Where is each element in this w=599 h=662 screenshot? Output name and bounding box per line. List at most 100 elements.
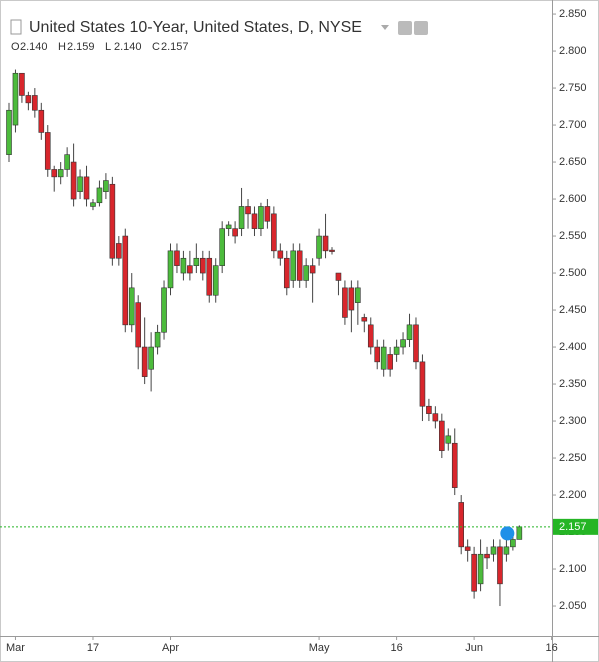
candle-body <box>303 265 309 281</box>
y-tick-label: 2.200 <box>559 489 587 501</box>
y-tick-label: 2.700 <box>559 119 587 131</box>
y-tick-label: 2.600 <box>559 193 587 205</box>
candle-body <box>380 346 387 370</box>
candle-body <box>193 257 200 266</box>
candle-body <box>329 249 335 252</box>
candle-body <box>116 243 122 259</box>
candle-body <box>200 257 206 274</box>
candle-body <box>135 302 141 348</box>
candle-body <box>219 228 225 266</box>
y-tick-label: 2.100 <box>559 563 587 575</box>
y-tick-label: 2.550 <box>559 230 587 242</box>
candle-body <box>122 235 129 326</box>
candle-body <box>128 287 135 326</box>
candle-body <box>174 250 180 266</box>
x-tick-label: Mar <box>6 642 25 654</box>
candle-body <box>432 413 439 422</box>
candle-body <box>490 546 497 555</box>
x-tick-label: 17 <box>87 642 99 654</box>
hide-icon[interactable] <box>398 21 412 35</box>
candle-body <box>77 176 83 192</box>
settings-icon[interactable] <box>414 21 428 35</box>
ohlc-key: H <box>58 41 66 53</box>
ohlc-value: 2.140 <box>20 41 48 53</box>
candle-body <box>238 206 245 229</box>
ohlc-value: 2.157 <box>161 41 189 53</box>
y-tick-label: 2.350 <box>559 378 587 390</box>
marker-badge <box>500 526 515 541</box>
candle-body <box>264 206 271 222</box>
candle-body <box>245 206 251 215</box>
candle-body <box>458 502 465 548</box>
candle-body <box>148 346 154 370</box>
ohlc-key: O <box>11 41 20 53</box>
candle-body <box>154 331 161 348</box>
candle-body <box>64 154 70 170</box>
candle-body <box>38 109 45 133</box>
candle-body <box>232 228 238 237</box>
x-tick-label: 16 <box>390 642 402 654</box>
candle-body <box>44 132 51 170</box>
y-tick-label: 2.800 <box>559 45 587 57</box>
candle-body <box>484 553 490 559</box>
candle-body <box>161 287 167 333</box>
candle-body <box>206 257 213 296</box>
y-tick-label: 2.050 <box>559 600 587 612</box>
candle-body <box>400 339 406 348</box>
candle-body <box>296 250 303 281</box>
candle-body <box>212 265 219 296</box>
candle-body <box>516 526 523 540</box>
candle-body <box>167 250 174 289</box>
x-tick-label: Apr <box>162 642 179 654</box>
candle-body <box>355 287 361 303</box>
candle-body <box>393 346 400 355</box>
candle-body <box>90 202 96 207</box>
dropdown-arrow[interactable] <box>381 25 389 30</box>
candle-body <box>419 361 426 407</box>
candle-body <box>109 183 116 259</box>
candle-body <box>316 235 322 259</box>
x-tick-label: 16 <box>546 642 558 654</box>
candle-body <box>335 272 342 281</box>
candle-body <box>258 206 264 229</box>
candle-body <box>251 213 258 229</box>
candle-body <box>103 180 109 192</box>
candle-body <box>32 95 38 111</box>
candle-body <box>439 420 445 451</box>
candle-body <box>83 176 90 200</box>
candle-body <box>25 95 32 104</box>
candle-body <box>322 235 329 252</box>
candle-body <box>19 72 25 96</box>
last-price-box <box>553 518 598 535</box>
candle-body <box>70 161 77 200</box>
candle-body <box>510 539 516 548</box>
candle-body <box>283 257 290 289</box>
candle-body <box>342 287 348 318</box>
candle-body <box>367 324 374 348</box>
y-tick-label: 2.400 <box>559 341 587 353</box>
ohlc-key: C <box>152 41 160 53</box>
candle-body <box>387 354 393 370</box>
y-tick-label: 2.250 <box>559 452 587 464</box>
ohlc-key: L <box>105 41 111 53</box>
candle-body <box>406 324 413 340</box>
candle-body <box>187 265 193 274</box>
y-tick-label: 2.750 <box>559 82 587 94</box>
candle-body <box>6 109 12 155</box>
candle-body <box>309 265 316 274</box>
collapse-icon[interactable] <box>10 19 22 35</box>
last-price-label: 2.157 <box>559 521 587 533</box>
candle-body <box>464 546 471 551</box>
candle-body <box>277 250 284 259</box>
candle-body <box>290 250 297 281</box>
y-tick-label: 2.850 <box>559 8 587 20</box>
x-tick-label: May <box>309 642 330 654</box>
y-tick-label: 2.300 <box>559 415 587 427</box>
x-tick-label: Jun <box>465 642 483 654</box>
y-tick-label: 2.450 <box>559 304 587 316</box>
candle-body <box>96 187 103 204</box>
candle-body <box>180 257 187 274</box>
